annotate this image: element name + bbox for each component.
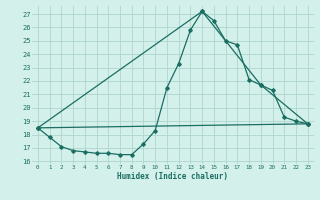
X-axis label: Humidex (Indice chaleur): Humidex (Indice chaleur) [117,172,228,181]
